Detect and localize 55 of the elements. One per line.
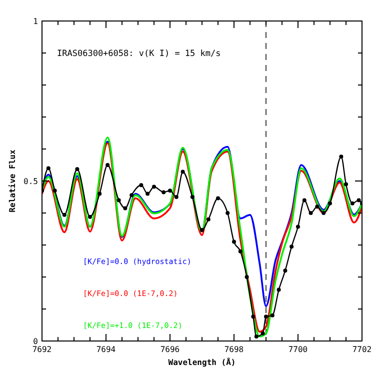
point	[52, 188, 57, 193]
point	[75, 167, 80, 172]
point	[180, 170, 185, 174]
point	[130, 193, 134, 198]
point	[200, 228, 204, 232]
point	[328, 201, 332, 206]
y-tick-label: 0.5	[24, 177, 38, 186]
point	[146, 192, 150, 196]
point	[98, 192, 102, 196]
point	[168, 188, 172, 193]
x-tick-label: 7694	[96, 345, 116, 354]
point	[162, 190, 166, 194]
point	[62, 212, 66, 217]
x-tick-label: 7700	[288, 345, 308, 354]
point	[350, 201, 354, 206]
point	[315, 204, 320, 209]
point	[216, 196, 220, 200]
point	[296, 224, 300, 229]
point	[139, 183, 144, 188]
x-tick-label: 7692	[32, 345, 52, 354]
point	[344, 182, 348, 186]
y-tick-label: 0	[33, 337, 38, 346]
point	[206, 217, 210, 222]
annotation: IRAS06300+6058: v(K I) = 15 km/s	[57, 49, 221, 59]
point	[106, 163, 110, 167]
point	[264, 314, 268, 319]
point	[356, 198, 361, 202]
point	[308, 211, 313, 215]
point	[322, 211, 326, 215]
point	[174, 195, 178, 199]
point	[302, 198, 306, 202]
point	[244, 275, 249, 279]
point	[116, 198, 121, 202]
y-axis-title: Relative Flux	[8, 150, 17, 212]
y-tick-label: 1	[33, 17, 38, 26]
x-tick-label: 7702	[352, 345, 372, 354]
x-axis-title: Wavelength (Å)	[168, 357, 236, 367]
point	[339, 154, 344, 159]
point	[270, 313, 274, 318]
point	[232, 240, 236, 244]
point	[276, 288, 281, 292]
point	[238, 249, 242, 254]
x-tick-label: 7698	[224, 345, 244, 354]
point	[254, 334, 258, 339]
point	[46, 166, 50, 170]
x-tick-label: 7696	[160, 345, 180, 354]
point	[260, 331, 265, 336]
point	[226, 211, 230, 215]
point	[152, 184, 156, 189]
point	[283, 268, 288, 273]
point	[290, 244, 294, 249]
point	[190, 195, 194, 199]
point	[123, 206, 128, 210]
point	[88, 214, 92, 219]
point	[251, 314, 256, 319]
